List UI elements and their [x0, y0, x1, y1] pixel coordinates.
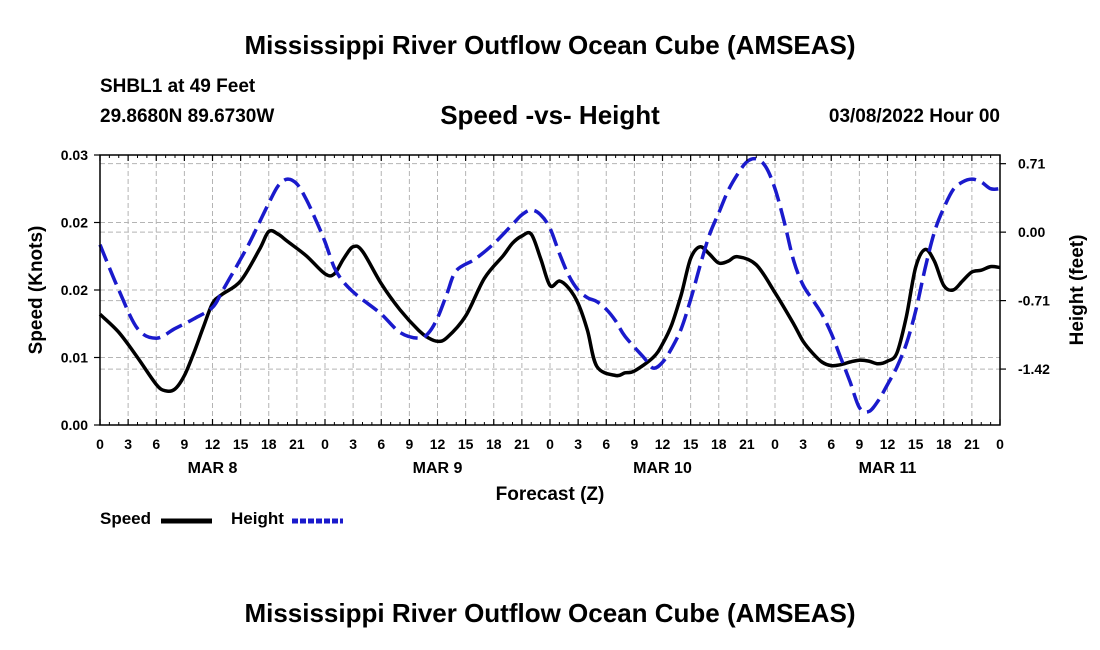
x-tick-label: 6 [377, 436, 385, 452]
x-tick-label: 12 [655, 436, 671, 452]
y-tick-label: 0.02 [61, 215, 88, 231]
x-tick-label: 12 [880, 436, 896, 452]
x-tick-label: 0 [996, 436, 1004, 452]
footer-title: Mississippi River Outflow Ocean Cube (AM… [244, 598, 856, 628]
x-tick-label: 3 [124, 436, 132, 452]
station-label: SHBL1 at 49 Feet [100, 76, 256, 97]
x-tick-label: 3 [574, 436, 582, 452]
series-line-speed [98, 228, 1001, 394]
x-tick-label: 6 [152, 436, 160, 452]
x-tick-label: 21 [514, 436, 530, 452]
x-tick-label: 9 [180, 436, 188, 452]
y-tick-label: 0.00 [61, 417, 88, 433]
y2-tick-label: 0.00 [1018, 224, 1045, 240]
y2-axis-label: Height (feet) [1067, 235, 1088, 346]
gridlines [100, 155, 1000, 425]
y-axis-label: Speed (Knots) [26, 226, 47, 355]
date-label: MAR 9 [413, 460, 463, 477]
x-tick-label: 6 [827, 436, 835, 452]
y-tick-label: 0.03 [61, 147, 88, 163]
x-tick-label: 15 [908, 436, 924, 452]
x-tick-label: 3 [349, 436, 357, 452]
x-tick-label: 9 [405, 436, 413, 452]
date-label: MAR 8 [188, 460, 238, 477]
axis-ticks: 0 3 6 9 12 15 18 21 0 3 6 9 12 15 18 21 0 3 6 9 12 15 18 21 0 3 6 9… [61, 147, 1050, 477]
x-tick-label: 18 [711, 436, 727, 452]
chart-subtitle: Speed -vs- Height [440, 100, 660, 130]
date-label: MAR 11 [859, 460, 917, 477]
x-tick-label: 0 [771, 436, 779, 452]
datetime-label: 03/08/2022 Hour 00 [828, 106, 1000, 127]
x-tick-label: 21 [739, 436, 755, 452]
x-tick-label: 18 [936, 436, 952, 452]
x-tick-label: 0 [546, 436, 554, 452]
x-tick-label: 21 [964, 436, 980, 452]
chart-title: Mississippi River Outflow Ocean Cube (AM… [244, 30, 856, 60]
x-tick-label: 15 [458, 436, 474, 452]
y-tick-label: 0.01 [61, 350, 88, 366]
legend-height-label: Height [231, 509, 284, 528]
y2-tick-label: 0.71 [1018, 156, 1045, 172]
series-line-height [98, 156, 1001, 414]
x-tick-label: 0 [96, 436, 104, 452]
x-tick-label: 12 [430, 436, 446, 452]
x-tick-label: 0 [321, 436, 329, 452]
y2-tick-label: -0.71 [1018, 293, 1050, 309]
x-axis-label: Forecast (Z) [496, 484, 605, 505]
y-tick-label: 0.02 [61, 282, 88, 298]
y2-tick-label: -1.42 [1018, 361, 1050, 377]
date-label: MAR 10 [633, 460, 692, 477]
x-tick-label: 3 [799, 436, 807, 452]
x-tick-label: 18 [486, 436, 502, 452]
coordinates-label: 29.8680N 89.6730W [100, 106, 275, 127]
x-tick-label: 9 [630, 436, 638, 452]
x-tick-label: 15 [683, 436, 699, 452]
legend-speed-label: Speed [100, 509, 152, 528]
x-tick-label: 15 [233, 436, 249, 452]
series-layer [98, 156, 1001, 414]
x-tick-label: 9 [855, 436, 863, 452]
x-tick-label: 6 [602, 436, 610, 452]
x-tick-label: 12 [205, 436, 221, 452]
x-tick-label: 21 [289, 436, 305, 452]
x-tick-label: 18 [261, 436, 277, 452]
